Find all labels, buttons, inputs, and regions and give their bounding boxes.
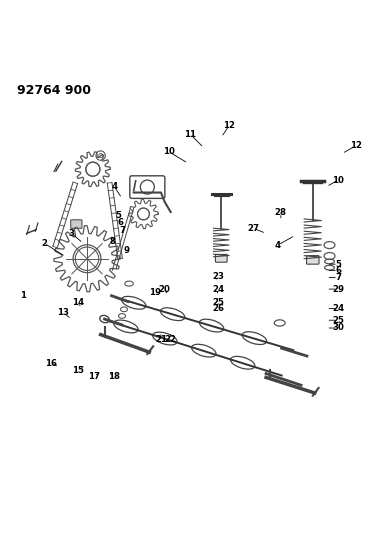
Text: 5: 5 bbox=[115, 211, 121, 220]
Text: 2: 2 bbox=[41, 239, 47, 248]
Text: 13: 13 bbox=[57, 308, 69, 317]
Text: 92764 900: 92764 900 bbox=[17, 84, 91, 96]
Text: 4: 4 bbox=[275, 240, 281, 249]
Text: 8: 8 bbox=[109, 237, 115, 246]
Text: 12: 12 bbox=[350, 141, 361, 150]
Text: 7: 7 bbox=[335, 273, 341, 282]
Text: 14: 14 bbox=[73, 298, 85, 307]
Text: 4: 4 bbox=[111, 182, 117, 191]
Text: 7: 7 bbox=[119, 226, 125, 235]
Text: 16: 16 bbox=[45, 359, 57, 368]
Text: 24: 24 bbox=[212, 285, 225, 294]
Text: 28: 28 bbox=[275, 208, 287, 217]
Text: 25: 25 bbox=[332, 316, 344, 325]
Text: 10: 10 bbox=[163, 147, 175, 156]
FancyBboxPatch shape bbox=[307, 256, 319, 264]
Text: 22: 22 bbox=[165, 335, 177, 344]
Text: 6: 6 bbox=[335, 266, 341, 275]
Text: 17: 17 bbox=[88, 372, 100, 381]
Text: 24: 24 bbox=[332, 304, 344, 313]
Text: 3: 3 bbox=[69, 229, 74, 238]
Text: 23: 23 bbox=[212, 272, 225, 281]
Text: 6: 6 bbox=[117, 219, 123, 228]
Text: 30: 30 bbox=[332, 324, 344, 333]
Text: 9: 9 bbox=[124, 246, 130, 255]
Text: 25: 25 bbox=[212, 298, 225, 307]
Text: 20: 20 bbox=[158, 285, 170, 294]
Text: 1: 1 bbox=[20, 291, 26, 300]
Text: 18: 18 bbox=[108, 372, 120, 381]
Text: 5: 5 bbox=[335, 260, 341, 269]
Text: 11: 11 bbox=[184, 130, 196, 139]
FancyBboxPatch shape bbox=[216, 254, 227, 262]
Text: 10: 10 bbox=[332, 175, 344, 184]
Text: 12: 12 bbox=[223, 121, 235, 130]
Text: 15: 15 bbox=[73, 366, 84, 375]
Text: 21: 21 bbox=[155, 335, 167, 344]
Text: 27: 27 bbox=[247, 224, 260, 233]
Text: 29: 29 bbox=[332, 285, 344, 294]
Text: 19: 19 bbox=[149, 288, 161, 297]
FancyBboxPatch shape bbox=[71, 220, 82, 228]
Text: 26: 26 bbox=[212, 304, 225, 313]
